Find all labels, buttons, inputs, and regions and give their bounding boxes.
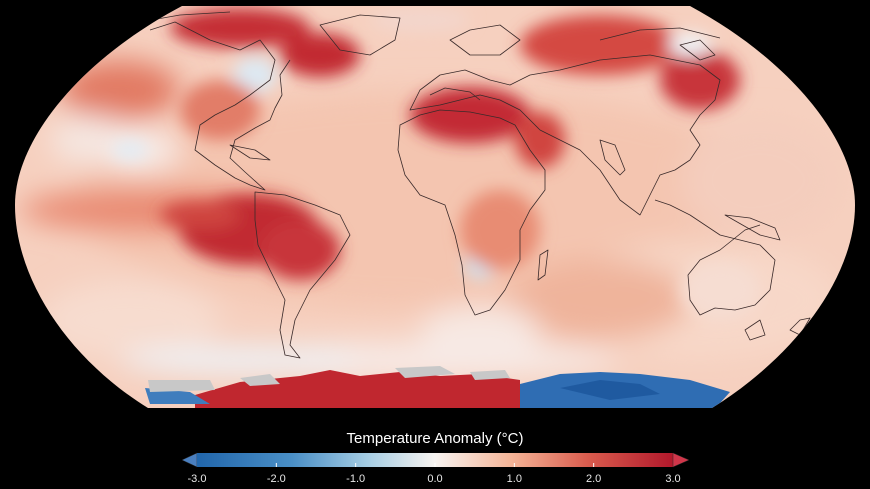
colorbar-min-arrow bbox=[181, 452, 198, 468]
colorbar bbox=[181, 452, 690, 468]
colorbar-tick-label: 1.0 bbox=[506, 473, 522, 485]
colorbar-gradient bbox=[197, 453, 673, 467]
colorbar-ticks bbox=[275, 463, 595, 467]
colorbar-tick-label: 0.0 bbox=[427, 473, 443, 485]
globe bbox=[15, 6, 855, 408]
legend-title: Temperature Anomaly (°C) bbox=[346, 430, 524, 447]
colorbar-max-arrow bbox=[672, 452, 690, 468]
colorbar-tick-label: 2.0 bbox=[586, 473, 602, 485]
colorbar-tick-label: -2.0 bbox=[266, 473, 286, 485]
colorbar-tick-label: 3.0 bbox=[665, 473, 681, 485]
coastlines bbox=[139, 11, 811, 359]
colorbar-tick-label: -1.0 bbox=[346, 473, 366, 485]
antarctica bbox=[145, 366, 730, 408]
colorbar-tick-label: -3.0 bbox=[187, 473, 207, 485]
